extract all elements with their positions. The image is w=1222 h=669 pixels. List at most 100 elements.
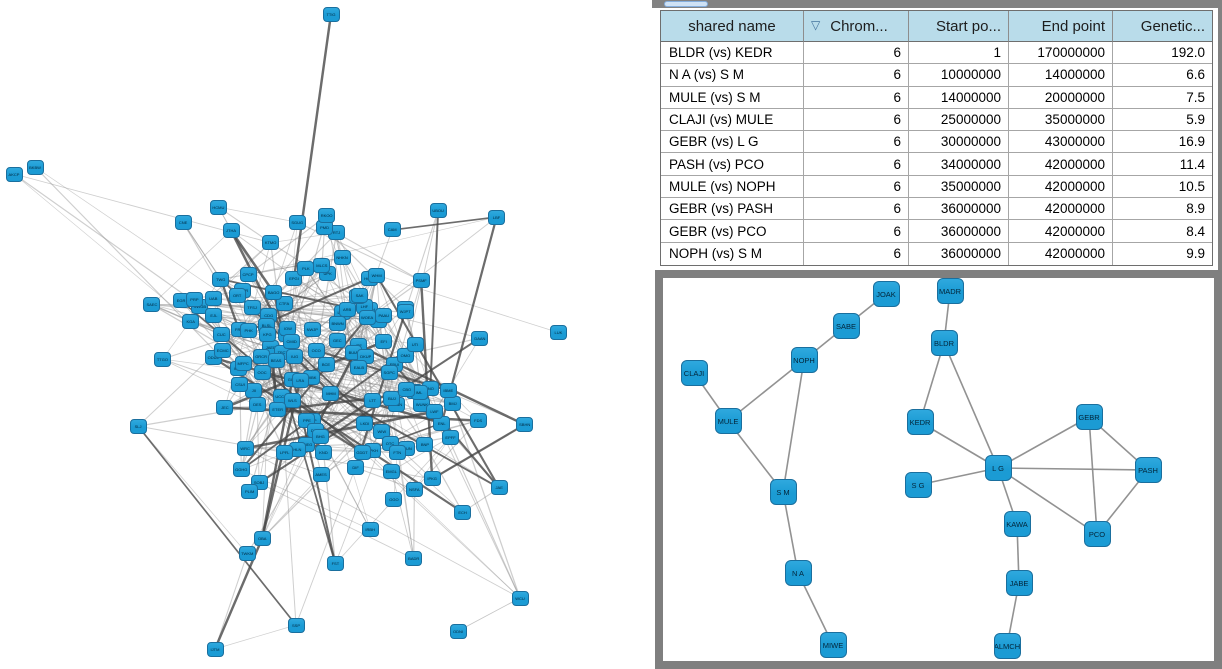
cell-value[interactable]: 42000000 — [1009, 242, 1113, 265]
network-node-bldr[interactable]: BLDR — [930, 330, 958, 356]
cell-value[interactable]: 30000000 — [909, 131, 1009, 154]
network-node-lra[interactable]: LRA — [291, 372, 309, 388]
network-node-s-g[interactable]: S G — [904, 472, 932, 498]
table-row[interactable]: CLAJI (vs) MULE 6 25000000 35000000 5.9 — [661, 108, 1212, 132]
table-row[interactable]: PASH (vs) PCO 6 34000000 42000000 11.4 — [661, 153, 1212, 176]
table-row[interactable]: GEBR (vs) PCO 6 36000000 42000000 8.4 — [661, 220, 1212, 243]
network-node-wrc[interactable]: WRC — [236, 440, 254, 456]
cell-value[interactable]: 8.9 — [1113, 198, 1212, 221]
cell-value[interactable]: 6 — [804, 198, 909, 221]
network-node-ogo[interactable]: OGO — [385, 491, 403, 507]
cell-value[interactable]: 1 — [909, 42, 1009, 65]
main-network-view[interactable]: TWGIPKGSOJHODUEMTPRCPCPISFLHFENLKNDLBOBJ… — [0, 0, 652, 669]
network-node-csui[interactable]: CSUI — [231, 376, 249, 392]
table-row[interactable]: GEBR (vs) L G 6 30000000 43000000 16.9 — [661, 131, 1212, 154]
cell-value[interactable]: 6.6 — [1113, 64, 1212, 87]
network-node-bkbw[interactable]: BKBW — [26, 159, 44, 175]
network-node-noph[interactable]: NOPH — [790, 347, 818, 373]
network-node-gddt[interactable]: GDDT — [353, 444, 371, 460]
network-node-kedr[interactable]: KEDR — [906, 409, 934, 435]
network-node-nhkn[interactable]: NHKN — [333, 250, 351, 266]
network-node-ibme[interactable]: IBME — [439, 383, 457, 399]
cell-value[interactable]: 6 — [804, 242, 909, 265]
network-node-cam[interactable]: CAM — [383, 222, 401, 238]
network-node-oco[interactable]: OCO — [307, 343, 325, 359]
network-node-nsfa[interactable]: NSFA — [405, 481, 423, 497]
network-node-n-a[interactable]: N A — [784, 560, 812, 586]
cell-value[interactable]: 6 — [804, 86, 909, 109]
cell-value[interactable]: 6 — [804, 42, 909, 65]
cell-value[interactable]: 42000000 — [1009, 220, 1113, 243]
network-node-phk[interactable]: PHK — [240, 323, 258, 339]
cell-shared-name[interactable]: MULE (vs) NOPH — [661, 175, 804, 199]
network-node-egr[interactable]: EGR — [172, 293, 190, 309]
table-row[interactable]: MULE (vs) S M 6 14000000 20000000 7.5 — [661, 86, 1212, 109]
network-node-odni[interactable]: ODNI — [449, 623, 467, 639]
column-header-3[interactable]: End point — [1009, 11, 1113, 42]
network-node-woea[interactable]: WOEA — [358, 310, 376, 326]
network-node-joak[interactable]: JOAK — [872, 281, 900, 307]
table-row[interactable]: MULE (vs) NOPH 6 35000000 42000000 10.5 — [661, 175, 1212, 199]
network-node-saec[interactable]: SAEC — [143, 297, 161, 313]
network-node-jabe[interactable]: JABE — [1005, 570, 1033, 596]
cell-shared-name[interactable]: N A (vs) S M — [661, 64, 804, 87]
network-node-ttgo[interactable]: TTGO — [153, 351, 171, 367]
network-node-bce[interactable]: BCE — [317, 357, 335, 373]
network-node-miwe[interactable]: MIWE — [819, 632, 847, 658]
network-node-sgpc[interactable]: SGPC — [380, 364, 398, 380]
cell-value[interactable]: 8.4 — [1113, 220, 1212, 243]
table-row[interactable]: N A (vs) S M 6 10000000 14000000 6.6 — [661, 64, 1212, 87]
table-row[interactable]: NOPH (vs) S M 6 36000000 42000000 9.9 — [661, 242, 1212, 265]
network-node-madr[interactable]: MADR — [936, 278, 964, 304]
network-node-ipkg[interactable]: IPKG — [423, 471, 441, 487]
cell-shared-name[interactable]: PASH (vs) PCO — [661, 153, 804, 176]
network-node-ttig[interactable]: TTIG — [322, 6, 340, 22]
network-node-wjpt[interactable]: WJPT — [396, 304, 414, 320]
network-node-l-g[interactable]: L G — [984, 455, 1012, 481]
network-node-gec[interactable]: GEC — [328, 333, 346, 349]
network-node-plim[interactable]: PLIM — [241, 484, 259, 500]
cell-shared-name[interactable]: MULE (vs) S M — [661, 86, 804, 109]
network-node-cbo[interactable]: CBO — [398, 381, 416, 397]
network-node-cmid[interactable]: CMID — [283, 334, 301, 350]
network-node-bago[interactable]: BAGO — [265, 284, 283, 300]
network-node-ort[interactable]: ORT — [228, 288, 246, 304]
network-node-ejl[interactable]: EJL — [205, 308, 223, 324]
network-node-mlcs[interactable]: MLCS — [313, 258, 331, 274]
network-node-psmf[interactable]: PSMF — [412, 273, 430, 289]
network-node-fst[interactable]: FST — [326, 556, 344, 572]
network-node-hcmu[interactable]: HCMU — [209, 199, 227, 215]
network-node-ctfa[interactable]: CTFA — [275, 296, 293, 311]
network-node-bnp[interactable]: BNP — [416, 437, 434, 453]
network-node-bhg[interactable]: BHG — [311, 429, 329, 445]
network-node-whm[interactable]: WHM — [368, 267, 386, 283]
network-node-fds[interactable]: FDS — [469, 413, 487, 429]
network-node-almch[interactable]: ALMCH — [993, 633, 1021, 659]
network-node-wls[interactable]: WLS — [283, 392, 301, 408]
network-node-ech[interactable]: ECH — [454, 504, 472, 520]
column-header-4[interactable]: Genetic... — [1113, 11, 1212, 42]
network-node-kga[interactable]: KGA — [182, 313, 200, 329]
network-node-lbf[interactable]: LBF — [488, 209, 506, 225]
network-node-bnwn[interactable]: BNWN — [329, 316, 347, 332]
table-row[interactable]: GEBR (vs) PASH 6 36000000 42000000 8.9 — [661, 198, 1212, 221]
network-node-prp[interactable]: PRP — [185, 291, 203, 307]
network-node-mfpc[interactable]: MFPC — [234, 355, 252, 371]
network-node-irbh[interactable]: IRBH — [361, 522, 379, 538]
cell-value[interactable]: 6 — [804, 175, 909, 199]
network-node-gghg[interactable]: GGHG — [232, 462, 250, 478]
cell-value[interactable]: 25000000 — [909, 108, 1009, 132]
network-node-twkm[interactable]: TWKM — [238, 546, 256, 562]
network-node-akcp[interactable]: AKCP — [5, 166, 23, 182]
network-node-lwf[interactable]: LWF — [426, 404, 443, 420]
cell-value[interactable]: 14000000 — [1009, 64, 1113, 87]
network-node-des[interactable]: DES — [248, 397, 266, 413]
filter-sort-icon[interactable]: ▽ — [811, 18, 821, 32]
cell-value[interactable]: 6 — [804, 153, 909, 176]
network-node-ubou[interactable]: UBOU — [429, 202, 447, 218]
network-node-ktmo[interactable]: KTMO — [262, 235, 280, 251]
cell-value[interactable]: 20000000 — [1009, 86, 1113, 109]
cell-value[interactable]: 170000000 — [1009, 42, 1113, 65]
network-node-plk[interactable]: PLK — [297, 261, 315, 277]
scrollbar-thumb[interactable] — [664, 1, 708, 7]
